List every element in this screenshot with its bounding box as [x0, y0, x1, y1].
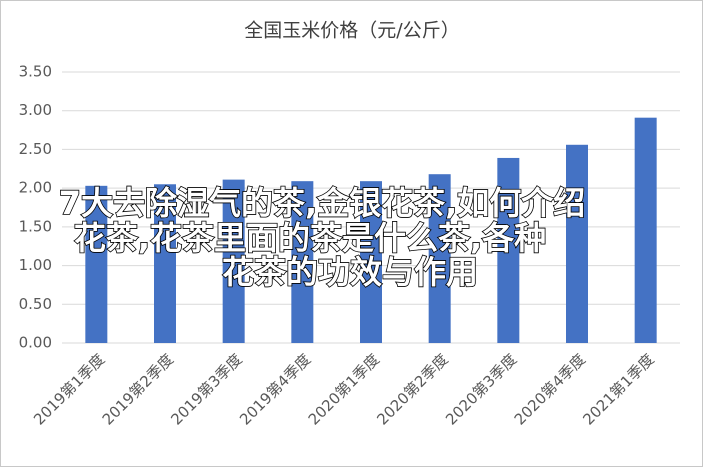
y-tick-label: 3.00	[19, 101, 52, 119]
bar	[497, 157, 520, 343]
bar	[85, 185, 108, 343]
overlay-text: 花茶,花茶里面的茶是什么茶,各种	[74, 219, 546, 257]
bar	[566, 144, 588, 343]
y-tick-label: 3.50	[19, 63, 52, 81]
y-tick-label: 0.50	[19, 295, 52, 313]
y-tick-label: 1.50	[19, 217, 52, 235]
bar	[360, 181, 382, 343]
y-tick-label: 1.00	[19, 256, 52, 274]
y-tick-label: 2.00	[19, 179, 52, 197]
bar	[154, 184, 176, 343]
bar	[428, 174, 451, 343]
bar	[222, 179, 245, 343]
y-tick-label: 0.00	[19, 334, 52, 352]
overlay-text: 7大去除湿气的茶,金银花茶,如何介绍	[59, 184, 586, 222]
y-tick-label: 2.50	[19, 140, 52, 158]
chart-title: 全国玉米价格（元/公斤）	[244, 20, 459, 42]
bar	[634, 117, 657, 343]
bar	[291, 181, 314, 343]
overlay-text: 花茶的功效与作用	[222, 253, 478, 291]
